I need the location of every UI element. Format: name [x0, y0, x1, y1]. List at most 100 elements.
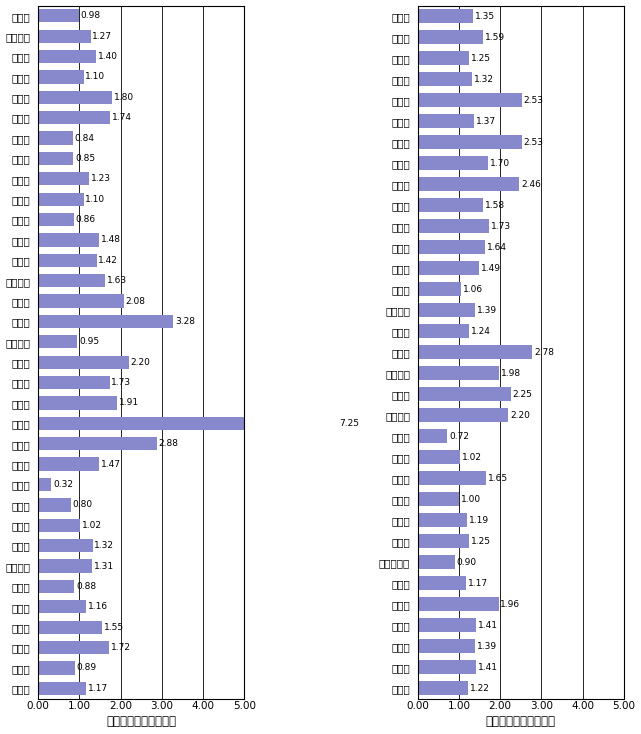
Text: 2.20: 2.20	[131, 357, 151, 367]
Text: 1.65: 1.65	[487, 473, 508, 482]
Bar	[418, 450, 460, 464]
Bar	[418, 93, 522, 107]
Bar	[418, 513, 467, 527]
Bar	[418, 135, 522, 149]
Text: 1.80: 1.80	[114, 92, 134, 102]
Text: 2.25: 2.25	[512, 390, 532, 399]
Bar	[418, 388, 510, 401]
Text: 1.48: 1.48	[101, 236, 121, 244]
Bar	[418, 471, 486, 485]
Bar	[38, 152, 73, 165]
Text: 0.72: 0.72	[449, 432, 469, 440]
Bar	[418, 639, 475, 653]
Bar	[38, 498, 71, 512]
Bar	[418, 429, 447, 443]
Text: 1.59: 1.59	[485, 32, 505, 42]
Text: 1.55: 1.55	[104, 622, 124, 632]
Bar	[38, 274, 105, 287]
Text: 1.23: 1.23	[90, 174, 110, 184]
Text: 2.20: 2.20	[510, 410, 530, 420]
Bar	[418, 534, 469, 548]
Bar	[418, 156, 488, 170]
Text: 2.46: 2.46	[521, 180, 541, 189]
Bar	[38, 457, 99, 470]
Text: 1.10: 1.10	[85, 73, 105, 81]
Bar	[418, 115, 474, 128]
Text: 1.41: 1.41	[478, 620, 497, 630]
Bar	[418, 177, 519, 191]
Bar	[418, 30, 483, 44]
Text: 3.28: 3.28	[175, 317, 195, 326]
Text: 1.58: 1.58	[485, 200, 504, 209]
Text: 1.19: 1.19	[469, 515, 488, 525]
Text: 1.16: 1.16	[88, 603, 108, 611]
Text: 2.08: 2.08	[126, 297, 146, 305]
Text: 1.73: 1.73	[111, 378, 131, 387]
Bar	[418, 366, 499, 380]
Text: 1.73: 1.73	[491, 222, 511, 230]
Text: 1.42: 1.42	[99, 256, 119, 265]
Bar	[38, 580, 74, 593]
Text: 1.24: 1.24	[470, 327, 490, 335]
Bar	[38, 437, 157, 451]
Bar	[38, 70, 83, 84]
Text: 0.80: 0.80	[73, 501, 93, 509]
Text: 1.91: 1.91	[119, 399, 138, 407]
Text: 1.25: 1.25	[471, 537, 491, 545]
Bar	[418, 345, 533, 359]
Text: 1.37: 1.37	[476, 117, 496, 126]
Bar	[418, 282, 462, 296]
Text: 1.63: 1.63	[107, 276, 127, 286]
Bar	[418, 198, 483, 212]
Bar	[418, 660, 476, 674]
Bar	[38, 661, 75, 675]
Bar	[418, 408, 508, 422]
Text: 1.17: 1.17	[468, 578, 488, 587]
Text: 1.35: 1.35	[475, 12, 495, 21]
Text: 1.40: 1.40	[97, 52, 117, 61]
Bar	[38, 233, 99, 247]
Text: 1.02: 1.02	[462, 453, 481, 462]
Bar	[418, 681, 468, 695]
Bar	[38, 131, 73, 145]
Text: 1.17: 1.17	[88, 684, 108, 693]
Text: 1.39: 1.39	[477, 305, 497, 315]
Text: 0.84: 0.84	[74, 134, 94, 142]
Bar	[38, 50, 96, 63]
Text: 1.49: 1.49	[481, 264, 501, 272]
Bar	[418, 324, 469, 338]
Text: 1.32: 1.32	[474, 75, 494, 84]
Text: 0.85: 0.85	[75, 154, 95, 163]
Text: 1.39: 1.39	[477, 642, 497, 650]
Bar	[418, 72, 472, 86]
Bar	[38, 29, 90, 43]
Text: 7.25: 7.25	[339, 419, 359, 428]
Text: 0.90: 0.90	[456, 558, 477, 567]
Bar	[418, 493, 459, 506]
Bar	[38, 478, 51, 491]
Text: 1.74: 1.74	[112, 113, 131, 122]
Bar	[38, 111, 110, 124]
Bar	[38, 519, 80, 532]
Bar	[418, 10, 474, 23]
Bar	[38, 315, 174, 328]
Bar	[38, 641, 109, 654]
Text: 2.78: 2.78	[534, 347, 554, 357]
Text: 0.86: 0.86	[75, 215, 96, 224]
Bar	[38, 559, 92, 573]
Text: 1.00: 1.00	[461, 495, 481, 504]
Text: 0.89: 0.89	[76, 664, 97, 672]
Text: 0.32: 0.32	[53, 480, 73, 489]
Bar	[418, 597, 499, 611]
X-axis label: 排出量（１／人・日）: 排出量（１／人・日）	[106, 716, 176, 728]
Text: 1.47: 1.47	[101, 459, 121, 468]
Bar	[418, 51, 469, 65]
Text: 1.02: 1.02	[82, 520, 102, 530]
Text: 2.53: 2.53	[524, 95, 544, 104]
Text: 1.64: 1.64	[487, 242, 507, 252]
Bar	[38, 254, 97, 267]
Text: 1.10: 1.10	[85, 195, 105, 203]
X-axis label: 排出量（１／人・日）: 排出量（１／人・日）	[486, 716, 556, 728]
Bar	[418, 240, 485, 254]
Bar	[38, 355, 129, 369]
